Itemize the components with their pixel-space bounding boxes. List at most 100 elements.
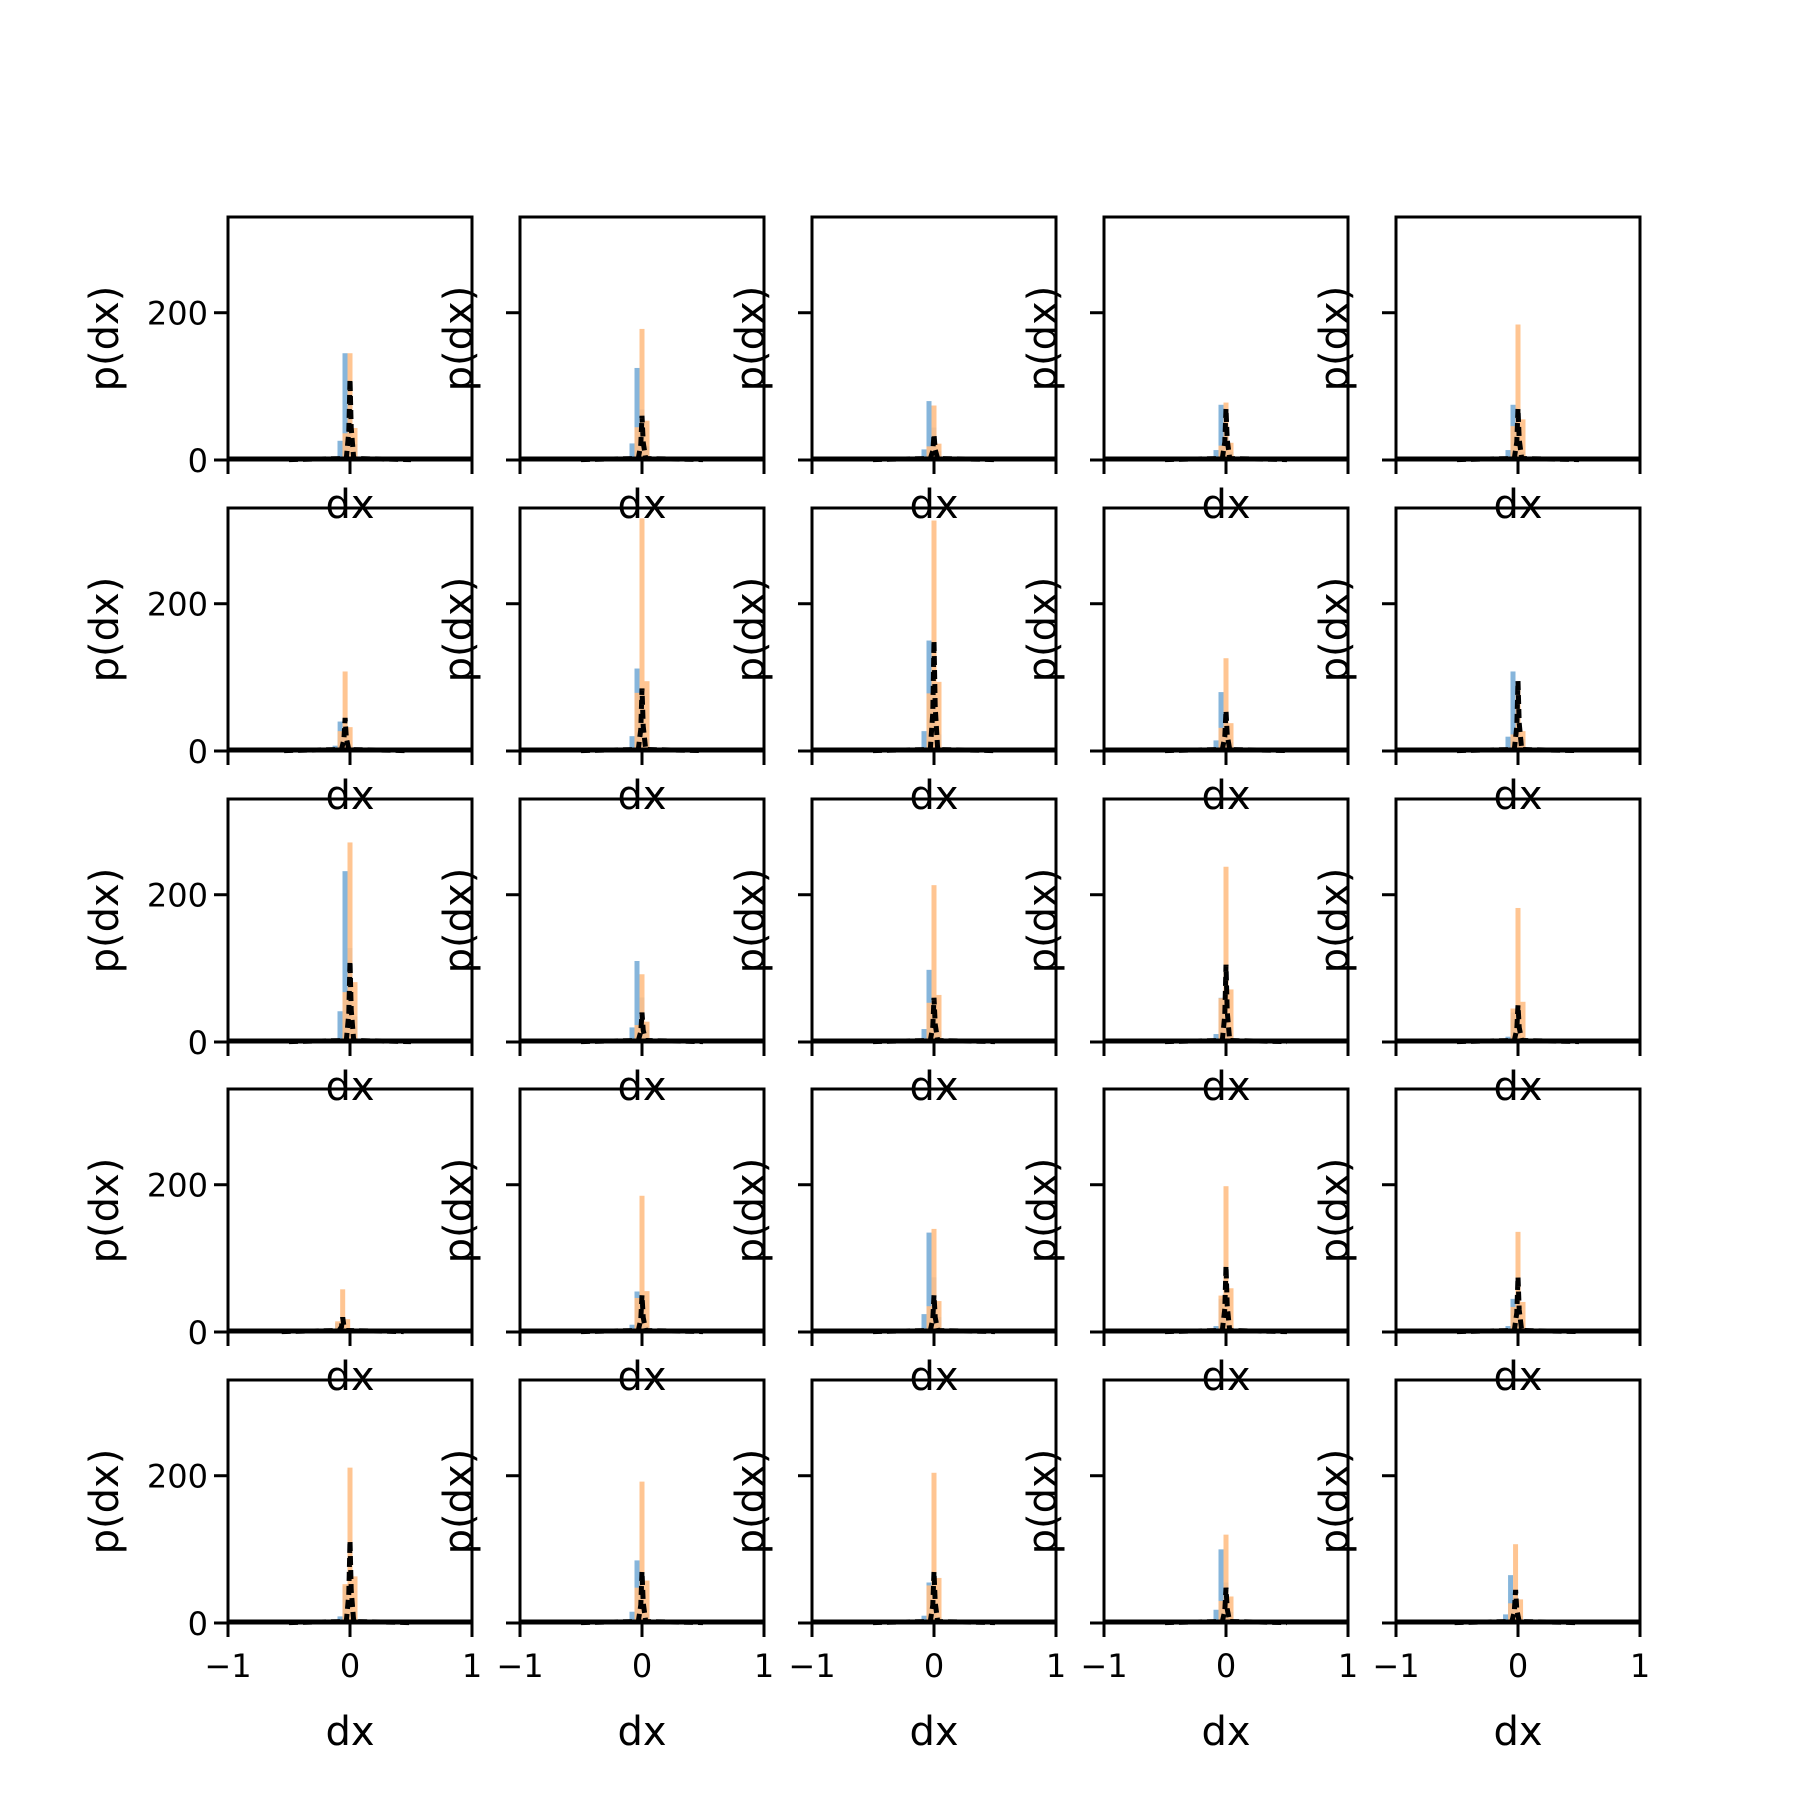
- orange-hist-bar: [1228, 1596, 1234, 1623]
- x-tick-label: −1: [1080, 1647, 1127, 1685]
- y-axis-label: p(dx): [82, 1449, 128, 1555]
- blue-hist-bar: [1510, 671, 1516, 751]
- orange-hist-bar: [639, 328, 645, 460]
- x-tick-label: 0: [340, 1647, 360, 1685]
- subplot-1-1: 0 200 p(dx) dx: [82, 215, 474, 528]
- blue-hist-bar: [1213, 1609, 1219, 1623]
- blue-hist-bar: [1505, 736, 1511, 751]
- subplot-4-5: p(dx) dx: [1312, 1087, 1642, 1400]
- orange-hist-bar: [926, 1585, 932, 1623]
- x-tick-label: 1: [1630, 1647, 1650, 1685]
- y-tick-label: 200: [147, 877, 208, 915]
- orange-hist-bar: [634, 692, 640, 751]
- subplot-3-1: 0 200 p(dx) dx: [82, 797, 474, 1110]
- blue-hist-bar: [921, 449, 927, 460]
- y-axis-label: p(dx): [436, 868, 482, 974]
- x-axis-label: dx: [1493, 482, 1542, 528]
- orange-hist-bar: [1223, 658, 1229, 751]
- orange-hist-bar: [1228, 989, 1234, 1042]
- x-tick-label: −1: [496, 1647, 543, 1685]
- orange-hist-bar: [639, 518, 645, 751]
- y-axis-label: p(dx): [1020, 286, 1066, 392]
- orange-hist-bar: [1510, 426, 1516, 460]
- orange-hist-bar: [1513, 1544, 1519, 1623]
- orange-hist-bar: [1520, 1001, 1526, 1042]
- orange-hist-bar: [1223, 866, 1229, 1042]
- x-axis-label: dx: [909, 482, 958, 528]
- orange-hist-bar: [337, 731, 343, 751]
- y-axis-label: p(dx): [1020, 1158, 1066, 1264]
- subplot-5-1: −1 0 1 0 200 p(dx) dx: [82, 1378, 482, 1755]
- orange-hist-bar: [342, 671, 348, 751]
- x-tick-label: −1: [204, 1647, 251, 1685]
- x-axis-label: dx: [909, 773, 958, 819]
- blue-hist-bar: [921, 1314, 927, 1332]
- blue-hist-bar: [1508, 1575, 1514, 1623]
- subplot-2-1: 0 200 p(dx) dx: [82, 506, 474, 819]
- y-axis-label: p(dx): [82, 868, 128, 974]
- orange-hist-bar: [1510, 1008, 1516, 1042]
- y-tick-label: 200: [147, 586, 208, 624]
- y-axis-label: p(dx): [436, 1158, 482, 1264]
- y-axis-label: p(dx): [436, 286, 482, 392]
- subplot-1-3: p(dx) dx: [728, 215, 1058, 528]
- orange-hist-bar: [1508, 1603, 1514, 1623]
- y-tick-label: 0: [188, 1605, 208, 1643]
- x-tick-label: 1: [1046, 1647, 1066, 1685]
- blue-hist-bar: [629, 736, 635, 751]
- blue-hist-bar: [629, 1611, 635, 1623]
- orange-hist-bar: [1520, 419, 1526, 460]
- x-axis-label: dx: [1493, 1354, 1542, 1400]
- blue-hist-bar: [634, 367, 640, 460]
- orange-hist-bar: [931, 405, 937, 460]
- blue-hist-bar: [629, 443, 635, 460]
- orange-hist-bar: [926, 1002, 932, 1042]
- orange-hist-bar: [1228, 442, 1234, 460]
- orange-hist-bar: [352, 1576, 358, 1623]
- blue-hist-bar: [926, 1232, 932, 1332]
- orange-hist-bar: [931, 1228, 937, 1332]
- orange-hist-bar: [644, 1580, 650, 1623]
- subplot-2-4: p(dx) dx: [1020, 506, 1350, 819]
- subplot-1-5: p(dx) dx: [1312, 215, 1642, 528]
- orange-hist-bar: [926, 693, 932, 751]
- orange-hist-bar: [644, 420, 650, 460]
- y-tick-label: 0: [188, 733, 208, 771]
- blue-hist-bar: [337, 1011, 343, 1042]
- subplot-1-2: p(dx)dx: [436, 215, 766, 528]
- orange-hist-bar: [931, 1472, 937, 1623]
- blue-hist-bar: [337, 440, 343, 460]
- blue-hist-bar: [1213, 1034, 1219, 1042]
- orange-hist-bar: [1223, 1186, 1229, 1332]
- y-axis-label: p(dx): [728, 577, 774, 683]
- x-axis-label: dx: [617, 1064, 666, 1110]
- y-axis-label: p(dx): [728, 1449, 774, 1555]
- x-axis-label: dx: [1201, 1064, 1250, 1110]
- orange-hist-bar: [340, 1289, 346, 1332]
- orange-hist-bar: [352, 982, 358, 1042]
- x-axis-label: dx: [1201, 1709, 1250, 1755]
- orange-hist-bar: [347, 353, 353, 460]
- subplot-3-3: p(dx) dx: [728, 797, 1058, 1110]
- orange-hist-bar: [1218, 998, 1224, 1042]
- orange-hist-bar: [644, 681, 650, 751]
- orange-hist-bar: [634, 1025, 640, 1042]
- subplot-2-2: p(dx) dx: [436, 506, 766, 819]
- orange-hist-bar: [926, 446, 932, 460]
- x-tick-label: 1: [462, 1647, 482, 1685]
- y-axis-label: p(dx): [728, 286, 774, 392]
- y-axis-label: p(dx): [1312, 868, 1358, 974]
- x-axis-label: dx: [325, 1354, 374, 1400]
- x-tick-label: 0: [924, 1647, 944, 1685]
- blue-hist-bar: [342, 871, 348, 1042]
- blue-hist-bar: [1505, 450, 1511, 460]
- subplot-4-2: p(dx) dx: [436, 1087, 766, 1400]
- x-axis-label: dx: [617, 1709, 666, 1755]
- y-axis-label: p(dx): [1312, 577, 1358, 683]
- x-axis-label: dx: [325, 482, 374, 528]
- blue-hist-bar: [1213, 450, 1219, 460]
- orange-hist-bar: [931, 520, 937, 751]
- subplot-3-5: p(dx) dx: [1312, 797, 1642, 1110]
- x-axis-label: dx: [325, 1709, 374, 1755]
- orange-hist-bar: [1228, 1288, 1234, 1332]
